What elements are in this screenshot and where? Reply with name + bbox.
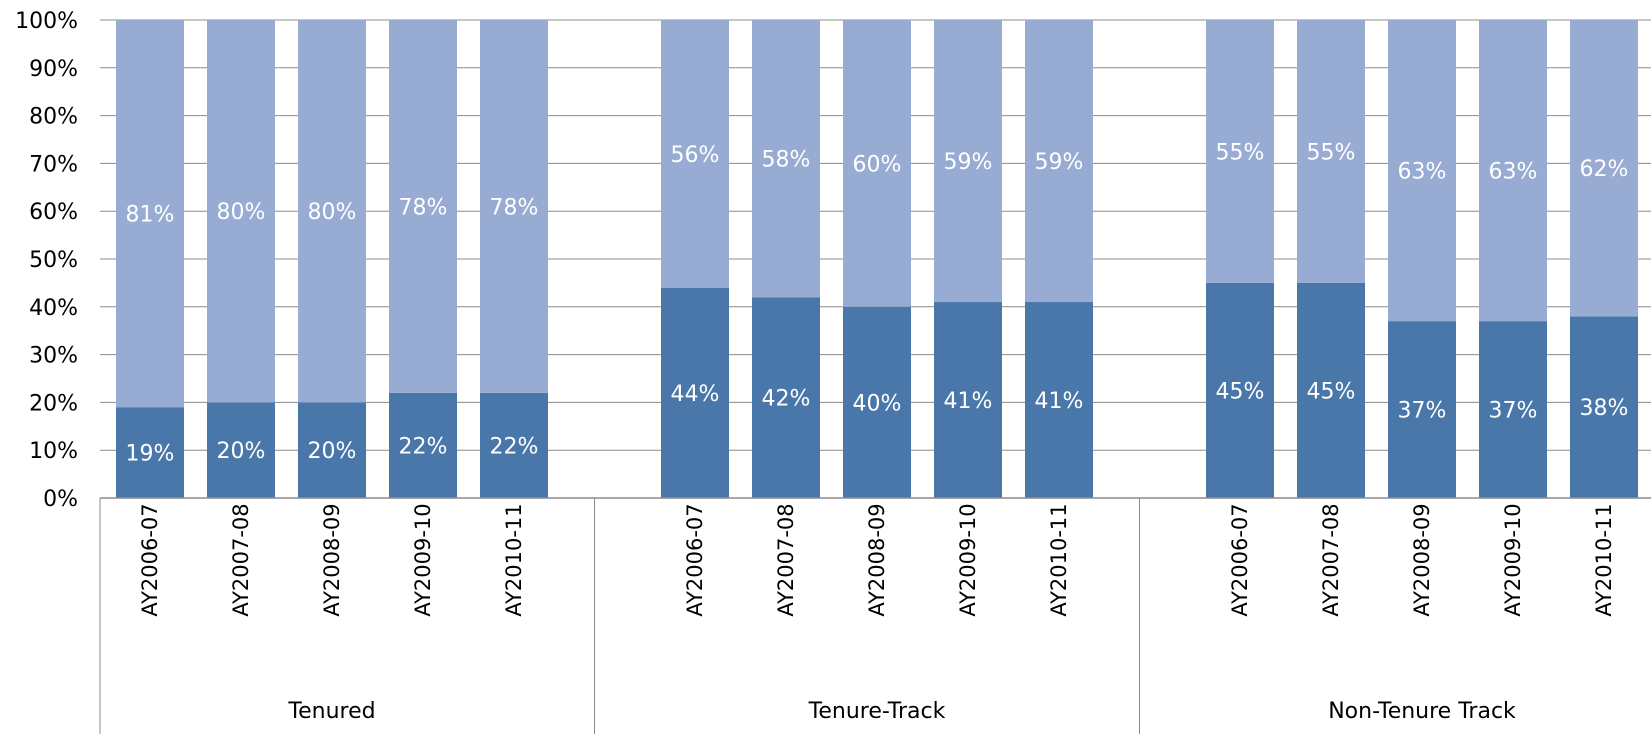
bar-segment-upper <box>1570 20 1638 317</box>
data-label-lower: 37% <box>1489 399 1538 424</box>
data-label-lower: 42% <box>762 387 811 412</box>
bar-segment-upper <box>752 20 820 298</box>
y-tick-label: 0% <box>43 487 78 512</box>
data-label-upper: 78% <box>490 195 539 220</box>
bar-segment-lower <box>1570 316 1638 498</box>
group-label: Non-Tenure Track <box>1328 699 1516 724</box>
data-label-upper: 63% <box>1489 160 1538 185</box>
x-tick-label: AY2008-09 <box>865 503 889 616</box>
bar-segment-upper <box>661 20 729 288</box>
x-tick-label: AY2009-10 <box>1501 503 1525 616</box>
data-label-lower: 44% <box>671 382 720 407</box>
x-tick-label: AY2006-07 <box>683 503 707 616</box>
data-label-upper: 62% <box>1580 157 1629 182</box>
data-label-upper: 78% <box>399 195 448 220</box>
x-tick-label: AY2006-07 <box>1228 503 1252 616</box>
bar-segment-upper <box>1388 20 1456 322</box>
bar-segment-upper <box>207 20 275 403</box>
bar-segment-lower <box>480 392 548 498</box>
y-tick-label: 60% <box>29 200 78 225</box>
bar-segment-lower <box>116 407 184 498</box>
x-tick-label: AY2009-10 <box>411 503 435 616</box>
data-label-lower: 40% <box>853 391 902 416</box>
bar-segment-lower <box>1025 302 1093 498</box>
data-label-lower: 38% <box>1580 396 1629 421</box>
x-tick-label: AY2010-11 <box>1047 503 1071 616</box>
data-label-upper: 58% <box>762 148 811 173</box>
bar-segment-lower <box>389 392 457 498</box>
bar-segment-upper <box>389 20 457 393</box>
bar-segment-lower <box>1388 321 1456 498</box>
data-label-lower: 22% <box>490 434 539 459</box>
x-tick-label: AY2007-08 <box>774 503 798 616</box>
y-tick-label: 80% <box>29 105 78 130</box>
bar-segment-lower <box>843 306 911 498</box>
data-label-lower: 41% <box>944 389 993 414</box>
bar-segment-upper <box>1297 20 1365 283</box>
data-label-lower: 19% <box>126 442 175 467</box>
x-tick-label: AY2010-11 <box>1592 503 1616 616</box>
data-label-upper: 80% <box>217 200 266 225</box>
data-label-upper: 60% <box>853 152 902 177</box>
bar-segment-upper <box>1479 20 1547 322</box>
data-labels: 19% 81% 20% 80% 20% 80% 22% 78% 22% 78% 44% 56% 42% 5… <box>126 140 1629 466</box>
data-label-upper: 55% <box>1307 140 1356 165</box>
data-label-lower: 22% <box>399 434 448 459</box>
x-axis: AY2006-07 AY2007-08 AY2008-09 AY2009-10 AY20… <box>99 497 1651 734</box>
y-tick-label: 30% <box>29 344 78 369</box>
x-tick-label: AY2010-11 <box>502 503 526 616</box>
data-label-upper: 56% <box>671 143 720 168</box>
bar-segment-lower <box>1297 282 1365 498</box>
y-tick-label: 70% <box>29 152 78 177</box>
bar-segment-lower <box>1479 321 1547 498</box>
bar-segment-lower <box>934 302 1002 498</box>
data-label-upper: 81% <box>126 203 175 228</box>
y-tick-label: 50% <box>29 248 78 273</box>
bar-segment-lower <box>1206 282 1274 498</box>
bar-segment-lower <box>661 287 729 498</box>
data-label-lower: 37% <box>1398 399 1447 424</box>
data-label-lower: 45% <box>1216 379 1265 404</box>
group-label: Tenured <box>287 699 375 724</box>
x-tick-label: AY2009-10 <box>956 503 980 616</box>
x-tick-label: AY2007-08 <box>1319 503 1343 616</box>
data-label-upper: 63% <box>1398 160 1447 185</box>
y-tick-label: 10% <box>29 439 78 464</box>
bar-segment-upper <box>116 20 184 408</box>
bar-segment-lower <box>752 297 820 498</box>
x-tick-label: AY2006-07 <box>138 503 162 616</box>
bar-segment-upper <box>934 20 1002 303</box>
data-label-upper: 59% <box>944 150 993 175</box>
y-tick-label: 40% <box>29 296 78 321</box>
group-label: Tenure-Track <box>808 699 946 724</box>
bar-segment-lower <box>298 402 366 498</box>
bar-segment-upper <box>1206 20 1274 283</box>
bar-segment-upper <box>480 20 548 393</box>
data-label-lower: 20% <box>217 439 266 464</box>
bar-segment-upper <box>843 20 911 307</box>
x-tick-label: AY2008-09 <box>1410 503 1434 616</box>
data-label-upper: 80% <box>308 200 357 225</box>
bar-segment-upper <box>1025 20 1093 303</box>
bar-segment-lower <box>207 402 275 498</box>
bars <box>116 20 1638 498</box>
y-tick-label: 90% <box>29 57 78 82</box>
bar-segment-upper <box>298 20 366 403</box>
data-label-lower: 45% <box>1307 379 1356 404</box>
data-label-upper: 59% <box>1035 150 1084 175</box>
data-label-upper: 55% <box>1216 140 1265 165</box>
x-tick-label: AY2008-09 <box>320 503 344 616</box>
x-tick-label: AY2007-08 <box>229 503 253 616</box>
y-tick-label: 20% <box>29 391 78 416</box>
data-label-lower: 20% <box>308 439 357 464</box>
data-label-lower: 41% <box>1035 389 1084 414</box>
y-tick-label: 100% <box>15 9 78 34</box>
y-axis: 0% 10% 20% 30% 40% 50% 60% 70% 80% 90% 100% <box>15 9 78 512</box>
